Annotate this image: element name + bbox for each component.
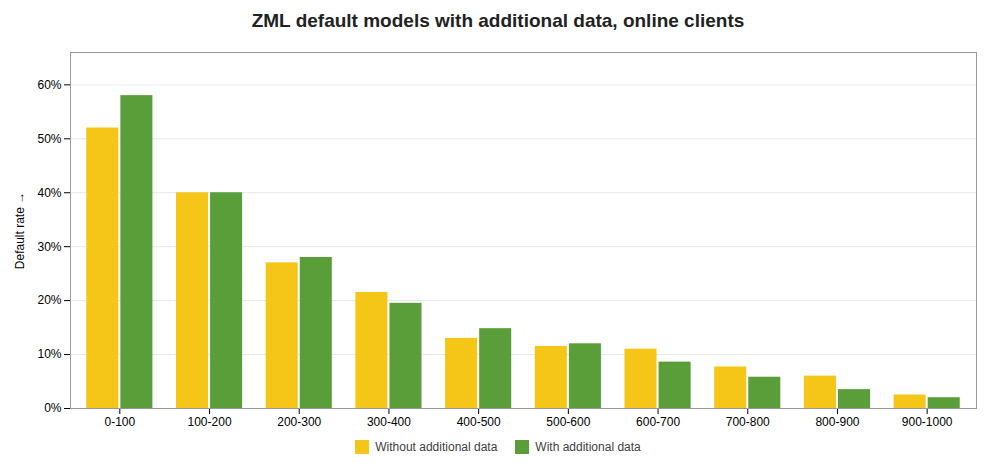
svg-text:0-100: 0-100 [104,415,135,429]
html-text:With additional data: With additional data [535,440,641,454]
html-text:ZML default models with additi: ZML default models with additional data,… [251,10,745,31]
svg-text:50%: 50% [37,132,61,146]
svg-text:20%: 20% [37,293,61,307]
svg-text:900-1000: 900-1000 [902,415,953,429]
svg-text:40%: 40% [37,186,61,200]
html-text:Without additional data: Without additional data [375,440,498,454]
svg-text:500-600: 500-600 [546,415,590,429]
svg-text:100-200: 100-200 [188,415,232,429]
svg-text:200-300: 200-300 [277,415,321,429]
svg-text:700-800: 700-800 [726,415,770,429]
svg-text:Default rate →: Default rate → [13,192,27,269]
svg-text:400-500: 400-500 [457,415,501,429]
svg-text:30%: 30% [37,240,61,254]
svg-text:600-700: 600-700 [636,415,680,429]
svg-text:60%: 60% [37,78,61,92]
svg-text:0%: 0% [44,401,62,415]
svg-text:300-400: 300-400 [367,415,411,429]
svg-text:10%: 10% [37,347,61,361]
svg-text:800-900: 800-900 [815,415,859,429]
